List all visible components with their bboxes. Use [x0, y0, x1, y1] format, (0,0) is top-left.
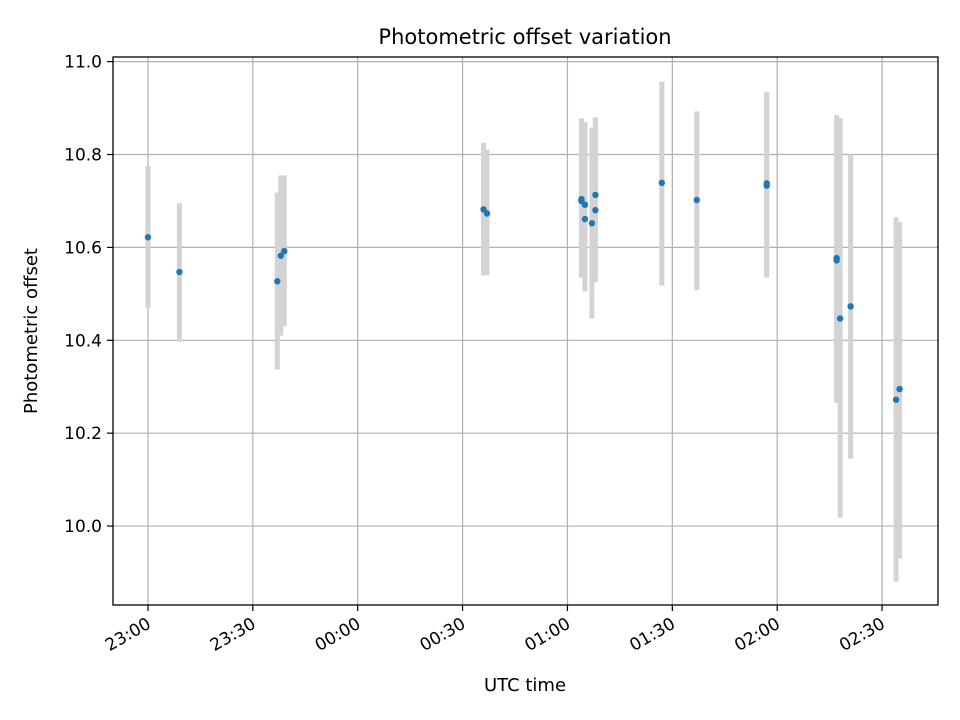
x-tick-label: 01:30: [626, 614, 678, 656]
y-tick-label: 10.4: [64, 331, 102, 351]
grid-lines: [113, 57, 938, 605]
data-point: [588, 220, 596, 227]
x-tick-label: 00:00: [312, 614, 364, 656]
data-point: [763, 182, 770, 189]
data-point: [658, 179, 666, 187]
error-bars: [145, 81, 903, 582]
chart-title: Photometric offset variation: [378, 25, 671, 49]
data-point: [176, 268, 183, 276]
x-tick-label: 02:00: [731, 614, 783, 656]
y-axis-ticks: 10.0 10.2 10.4 10.6 10.8 11.0: [64, 53, 113, 537]
data-point: [833, 257, 840, 264]
y-tick-label: 10.8: [64, 146, 102, 166]
data-point: [274, 278, 281, 285]
x-axis-ticks: 23:00 23:30 00:00 00:30 01:00 01:30 02:00 02:30: [102, 605, 889, 656]
x-tick-label: 23:00: [102, 614, 154, 656]
data-point: [581, 201, 589, 208]
plot-frame: [112, 56, 939, 606]
y-axis-title: Photometric offset: [21, 248, 42, 414]
data-point: [483, 210, 491, 217]
x-tick-label: 02:30: [836, 614, 888, 656]
x-axis-title: UTC time: [484, 675, 566, 696]
data-point: [896, 385, 903, 393]
y-tick-label: 10.6: [64, 238, 102, 258]
data-point: [693, 196, 700, 204]
data-point: [592, 207, 599, 214]
data-point: [281, 247, 288, 255]
data-point: [892, 396, 900, 403]
data-points: [144, 179, 903, 403]
x-tick-label: 01:00: [522, 614, 574, 656]
data-point: [480, 206, 487, 213]
y-tick-label: 11.0: [64, 53, 102, 73]
y-tick-label: 10.2: [64, 424, 102, 444]
data-point: [847, 303, 854, 310]
data-point: [277, 252, 284, 259]
data-point: [592, 191, 599, 199]
y-tick-label: 10.0: [64, 517, 102, 537]
x-tick-label: 23:30: [207, 614, 259, 656]
data-point: [144, 233, 152, 241]
data-point: [836, 315, 844, 322]
x-tick-label: 00:30: [417, 614, 469, 656]
data-point: [581, 215, 589, 223]
